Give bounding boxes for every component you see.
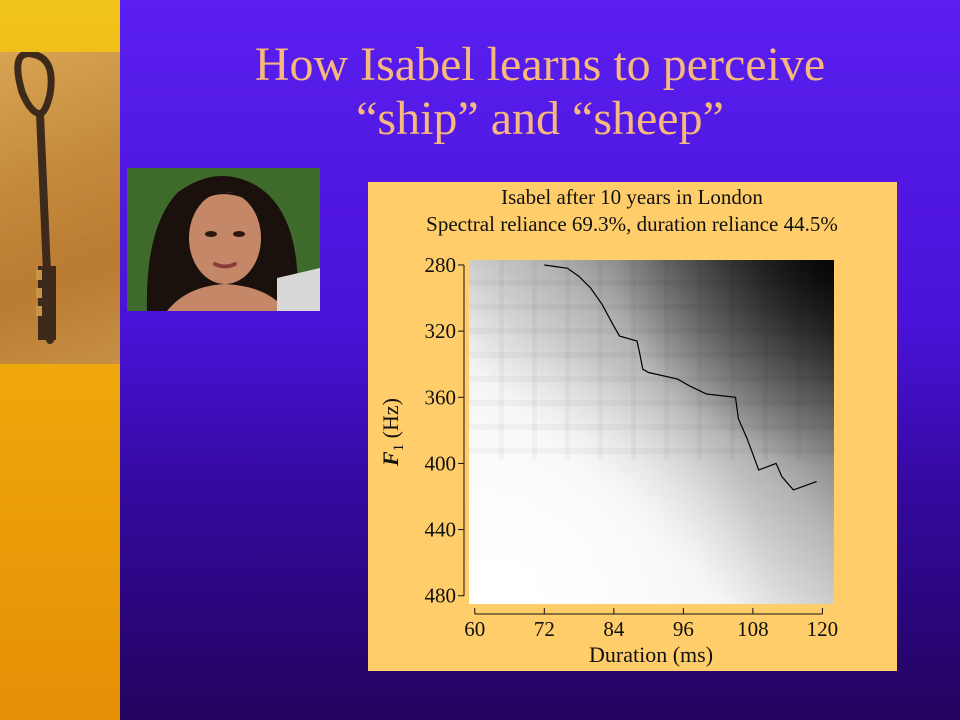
chart-title-line-2: Spectral reliance 69.3%, duration relian… (426, 212, 838, 236)
chart-title-line-1: Isabel after 10 years in London (501, 185, 763, 209)
heatmap-chart: Isabel after 10 years in London Spectral… (378, 185, 838, 667)
key-image (0, 50, 120, 364)
key-icon (14, 50, 56, 344)
y-axis-label-variable: F (378, 451, 403, 467)
y-tick-label: 360 (425, 385, 457, 409)
x-tick-label: 96 (673, 617, 694, 641)
y-tick-label: 480 (425, 584, 457, 608)
x-tick-label: 72 (534, 617, 555, 641)
y-axis: 280 320 360 400 440 480 (425, 253, 465, 608)
y-axis-label-subscript: 1 (391, 444, 407, 452)
y-tick-label: 400 (425, 451, 457, 475)
slide-title: How Isabel learns to perceive “ship” and… (150, 38, 930, 146)
y-axis-label: F1 (Hz) (378, 398, 407, 467)
slide-title-line-1: How Isabel learns to perceive (254, 38, 826, 91)
person-portrait (127, 168, 320, 311)
x-tick-label: 120 (807, 617, 839, 641)
y-axis-label-unit: (Hz) (378, 398, 403, 444)
x-tick-label: 84 (603, 617, 625, 641)
slide-title-line-2: “ship” and “sheep” (356, 92, 724, 145)
heatmap-plot-area (469, 260, 834, 604)
x-tick-label: 108 (737, 617, 769, 641)
category-boundary-line (544, 264, 817, 491)
x-axis: 60 72 84 96 108 120 (464, 608, 838, 641)
y-tick-label: 280 (425, 253, 457, 277)
portrait-photo (127, 168, 320, 311)
y-tick-label: 440 (425, 518, 457, 542)
chart-panel: Isabel after 10 years in London Spectral… (368, 182, 897, 671)
x-axis-label: Duration (ms) (589, 642, 713, 667)
y-tick-label: 320 (425, 319, 457, 343)
x-tick-label: 60 (464, 617, 485, 641)
